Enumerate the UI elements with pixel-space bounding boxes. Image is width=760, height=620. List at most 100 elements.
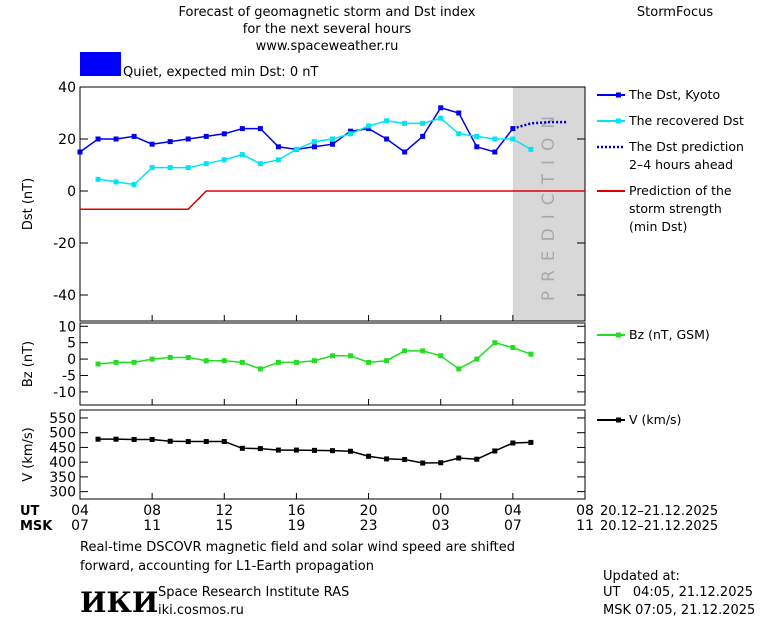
data-point <box>330 448 335 454</box>
x-tick-label: 19 <box>288 518 306 534</box>
data-point <box>167 354 173 360</box>
data-point <box>492 448 498 454</box>
data-point <box>510 440 516 446</box>
data-point <box>438 460 444 466</box>
data-point <box>203 161 209 167</box>
data-point <box>239 359 245 365</box>
data-point <box>384 358 390 364</box>
data-point <box>95 436 101 442</box>
data-point <box>456 366 462 372</box>
data-point <box>456 110 462 116</box>
quiet-indicator <box>80 52 121 76</box>
msk-label: MSK <box>20 519 53 534</box>
x-tick-label: 11 <box>576 518 594 534</box>
data-point <box>95 361 101 367</box>
data-point <box>384 456 390 462</box>
y-tick-label: 5 <box>67 336 76 352</box>
y-tick-label: -10 <box>53 385 76 401</box>
prediction-label: PREDICTION <box>539 107 559 301</box>
data-point <box>528 351 534 357</box>
updated-ut: UT 04:05, 21.12.2025 <box>603 585 753 600</box>
data-point <box>167 139 173 145</box>
data-point <box>402 149 408 155</box>
x-tick-label: 15 <box>215 518 233 534</box>
data-point <box>113 436 119 442</box>
x-tick-label: 07 <box>504 518 522 534</box>
data-point <box>384 136 390 142</box>
updated-label: Updated at: <box>603 569 680 584</box>
y-tick-label: 550 <box>49 411 76 427</box>
data-point <box>348 448 354 454</box>
data-point <box>366 126 372 132</box>
data-point <box>474 144 480 150</box>
data-point <box>203 439 209 445</box>
data-point <box>456 131 462 137</box>
data-point <box>185 439 191 445</box>
data-point <box>420 460 426 466</box>
date-range: 20.12–21.12.2025 <box>600 519 718 534</box>
date-range: 20.12–21.12.2025 <box>600 504 718 519</box>
data-point <box>293 359 299 365</box>
legend-entry: The Dst prediction 2–4 hours ahead <box>629 139 744 172</box>
data-point <box>257 446 263 452</box>
y-tick-label: 300 <box>49 485 76 501</box>
x-tick-label: 20 <box>360 503 378 519</box>
data-point <box>348 353 354 359</box>
data-point <box>203 358 209 364</box>
y-tick-label: 450 <box>49 440 76 456</box>
data-point <box>275 447 281 453</box>
quiet-label: Quiet, expected min Dst: 0 nT <box>123 65 318 80</box>
x-tick-label: 11 <box>143 518 161 534</box>
plot-frame <box>79 409 586 500</box>
data-point <box>402 457 408 463</box>
data-point <box>348 128 354 134</box>
x-tick-label: 07 <box>71 518 89 534</box>
data-point <box>203 133 209 139</box>
x-tick-label: 04 <box>504 503 522 519</box>
data-point <box>239 126 245 132</box>
data-point <box>420 348 426 354</box>
data-point <box>330 141 335 147</box>
data-point <box>149 165 155 171</box>
data-point <box>275 157 281 163</box>
series-line <box>79 106 514 153</box>
data-point <box>528 146 534 152</box>
legend-marker <box>616 332 621 338</box>
y-tick-label: 500 <box>49 426 76 442</box>
data-point <box>293 447 299 453</box>
data-point <box>257 366 263 372</box>
y-axis-label: Bz (nT) <box>21 341 36 387</box>
y-tick-label: -5 <box>62 368 76 384</box>
data-point <box>420 120 426 126</box>
data-point <box>510 136 516 142</box>
series-line <box>97 341 532 370</box>
data-point <box>492 149 498 155</box>
data-point <box>185 165 191 171</box>
y-tick-label: 20 <box>58 132 76 148</box>
data-point <box>402 120 408 126</box>
data-point <box>474 356 480 362</box>
data-point <box>149 356 155 362</box>
data-point <box>510 345 516 351</box>
data-point <box>438 353 444 359</box>
x-tick-label: 04 <box>71 503 89 519</box>
y-tick-label: -40 <box>53 288 76 304</box>
footer-note: Real-time DSCOVR magnetic field and sola… <box>80 540 516 574</box>
x-tick-label: 08 <box>143 503 161 519</box>
x-tick-label: 00 <box>432 503 450 519</box>
legend-entry: Bz (nT, GSM) <box>629 327 710 342</box>
data-point <box>131 133 137 139</box>
legend-entry: Prediction of the storm strength (min Ds… <box>629 183 732 234</box>
data-point <box>275 144 281 150</box>
series-line <box>97 117 532 186</box>
x-tick-label: 08 <box>576 503 594 519</box>
legend-marker <box>616 417 621 423</box>
data-point <box>149 436 155 442</box>
data-point <box>420 133 426 139</box>
data-point <box>131 436 137 442</box>
data-point <box>311 447 317 453</box>
title: Forecast of geomagnetic storm and Dst in… <box>178 5 475 20</box>
data-point <box>221 358 227 364</box>
